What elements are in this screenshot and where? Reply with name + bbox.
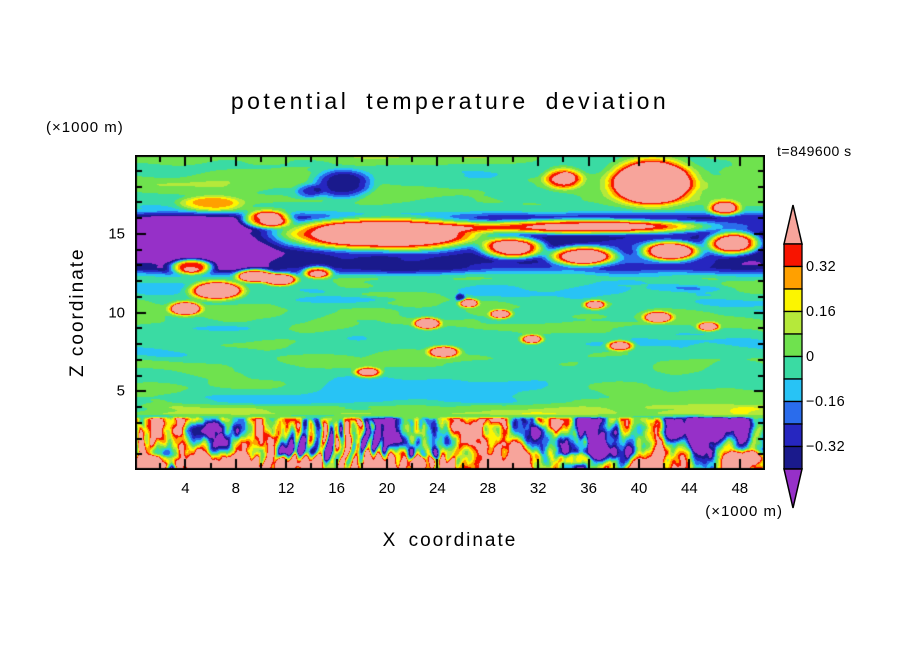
x-tick-label: 4 bbox=[181, 480, 190, 497]
colorbar-tick-label: −0.32 bbox=[806, 438, 846, 455]
x-tick-label: 32 bbox=[529, 480, 547, 497]
colorbar-band bbox=[783, 288, 803, 313]
x-tick-label: 40 bbox=[630, 480, 648, 497]
z-axis-unit: (×1000 m) bbox=[46, 119, 124, 136]
x-tick-label: 48 bbox=[731, 480, 749, 497]
x-tick-label: 20 bbox=[378, 480, 396, 497]
y-tick-label: 5 bbox=[116, 382, 125, 400]
x-axis-title: X coordinate bbox=[382, 530, 518, 551]
colorbar-arrow-top bbox=[783, 204, 803, 245]
colorbar-band bbox=[783, 378, 803, 403]
x-tick-label: 12 bbox=[277, 480, 295, 497]
y-tick-label: 15 bbox=[108, 225, 125, 243]
x-tick-label: 24 bbox=[429, 480, 446, 497]
colorbar-band bbox=[783, 423, 803, 448]
colorbar-tick-label: −0.16 bbox=[806, 393, 846, 410]
colorbar-arrow-bottom bbox=[783, 468, 803, 509]
x-tick-label: 44 bbox=[681, 480, 698, 497]
x-tick-label: 36 bbox=[580, 480, 597, 497]
time-label: t=849600 s bbox=[777, 143, 852, 159]
contour-field-canvas bbox=[135, 155, 765, 470]
x-tick-label: 28 bbox=[479, 480, 497, 497]
colorbar-tick-label: 0.16 bbox=[806, 303, 837, 320]
colorbar-band bbox=[783, 400, 803, 425]
colorbar-tick-label: 0.32 bbox=[806, 258, 837, 275]
colorbar bbox=[783, 204, 803, 509]
x-tick-label: 16 bbox=[328, 480, 345, 497]
x-tick-label: 8 bbox=[231, 480, 240, 497]
colorbar-band bbox=[783, 333, 803, 358]
y-tick-label: 10 bbox=[108, 304, 125, 321]
colorbar-band bbox=[783, 310, 803, 335]
colorbar-tick-label: 0 bbox=[806, 348, 815, 365]
plot-title: potential temperature deviation bbox=[230, 88, 670, 114]
x-axis-unit: (×1000 m) bbox=[705, 503, 783, 520]
colorbar-band bbox=[783, 265, 803, 290]
colorbar-band bbox=[783, 243, 803, 268]
colorbar-band bbox=[783, 445, 803, 470]
colorbar-band bbox=[783, 355, 803, 380]
